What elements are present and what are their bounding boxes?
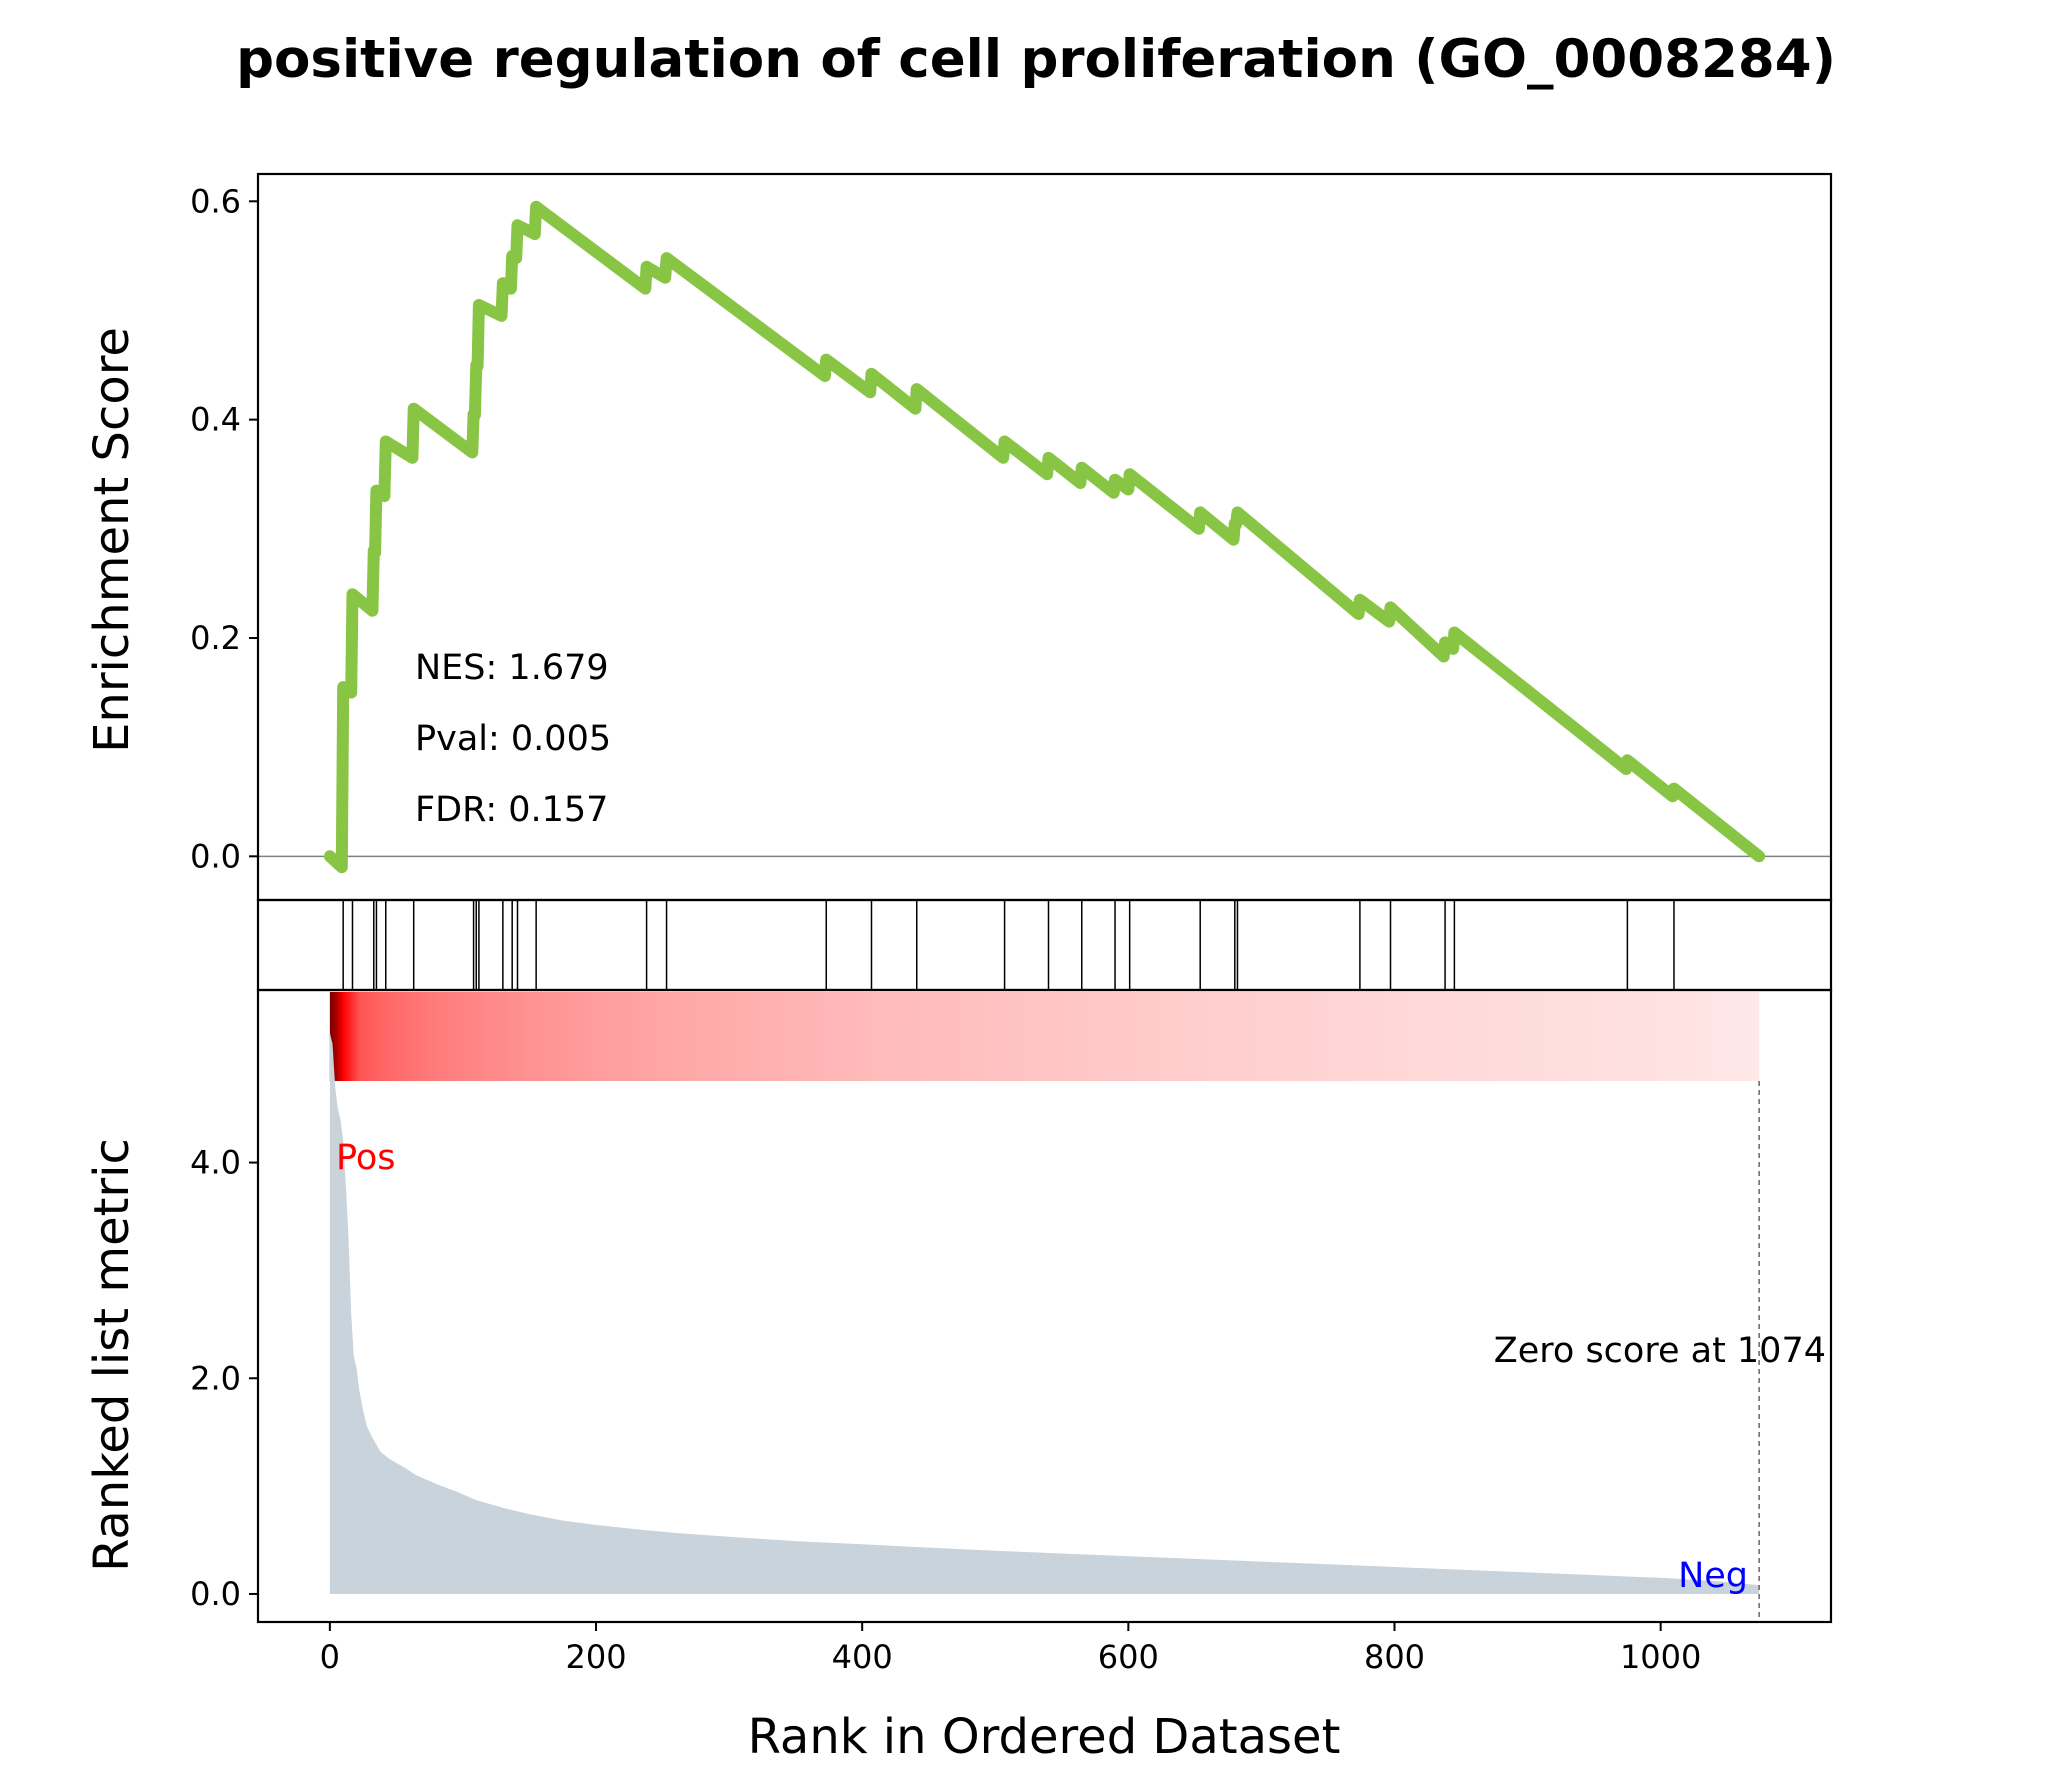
es-y-axis-label: Enrichment Score [84,327,140,753]
x-tick-label: 0 [320,1638,340,1676]
ranked-metric-area [329,1033,1760,1594]
nes-stat: NES: 1.679 [415,648,609,688]
hits-panel-frame [256,898,1833,992]
x-tick-label: 400 [832,1638,893,1676]
rank-heat-bar [329,992,1760,1081]
es-y-tick-label: 0.0 [190,837,241,875]
metric-y-tick-label: 2.0 [190,1359,241,1397]
metric-y-tick-label: 0.0 [190,1575,241,1613]
chart-title: positive regulation of cell proliferatio… [236,29,1836,90]
x-axis-label: Rank in Ordered Dataset [748,1709,1341,1765]
x-tick-label: 1000 [1620,1638,1701,1676]
hit-markers-panel [256,898,1833,992]
pos-label: Pos [336,1138,396,1178]
metric-y-tick-label: 4.0 [190,1144,241,1182]
fdr-stat: FDR: 0.157 [415,790,608,830]
x-axis-ticks: 0 200 400 600 800 1000 [320,1622,1701,1676]
ranked-metric-panel: Pos Neg Zero score at 1074 0.0 2.0 4.0 0 20… [84,988,1833,1765]
metric-panel-frame [256,988,1833,1624]
neg-label: Neg [1678,1556,1748,1596]
enrichment-score-line [323,200,1766,874]
x-tick-label: 600 [1098,1638,1159,1676]
zero-score-label: Zero score at 1074 [1494,1331,1826,1371]
x-tick-label: 800 [1364,1638,1425,1676]
metric-y-axis-label: Ranked list metric [84,1138,140,1572]
x-tick-label: 200 [565,1638,626,1676]
enrichment-score-panel: 0.0 0.2 0.4 0.6 Enrichment Score NES: 1.679… [84,172,1833,902]
metric-y-axis-ticks: 0.0 2.0 4.0 [190,1144,258,1613]
pval-stat: Pval: 0.005 [415,719,611,759]
es-y-tick-label: 0.4 [190,401,241,439]
es-y-axis-ticks: 0.0 0.2 0.4 0.6 [190,182,258,875]
hit-lines [342,900,1675,990]
es-y-tick-label: 0.6 [190,182,241,220]
es-y-tick-label: 0.2 [190,619,241,657]
